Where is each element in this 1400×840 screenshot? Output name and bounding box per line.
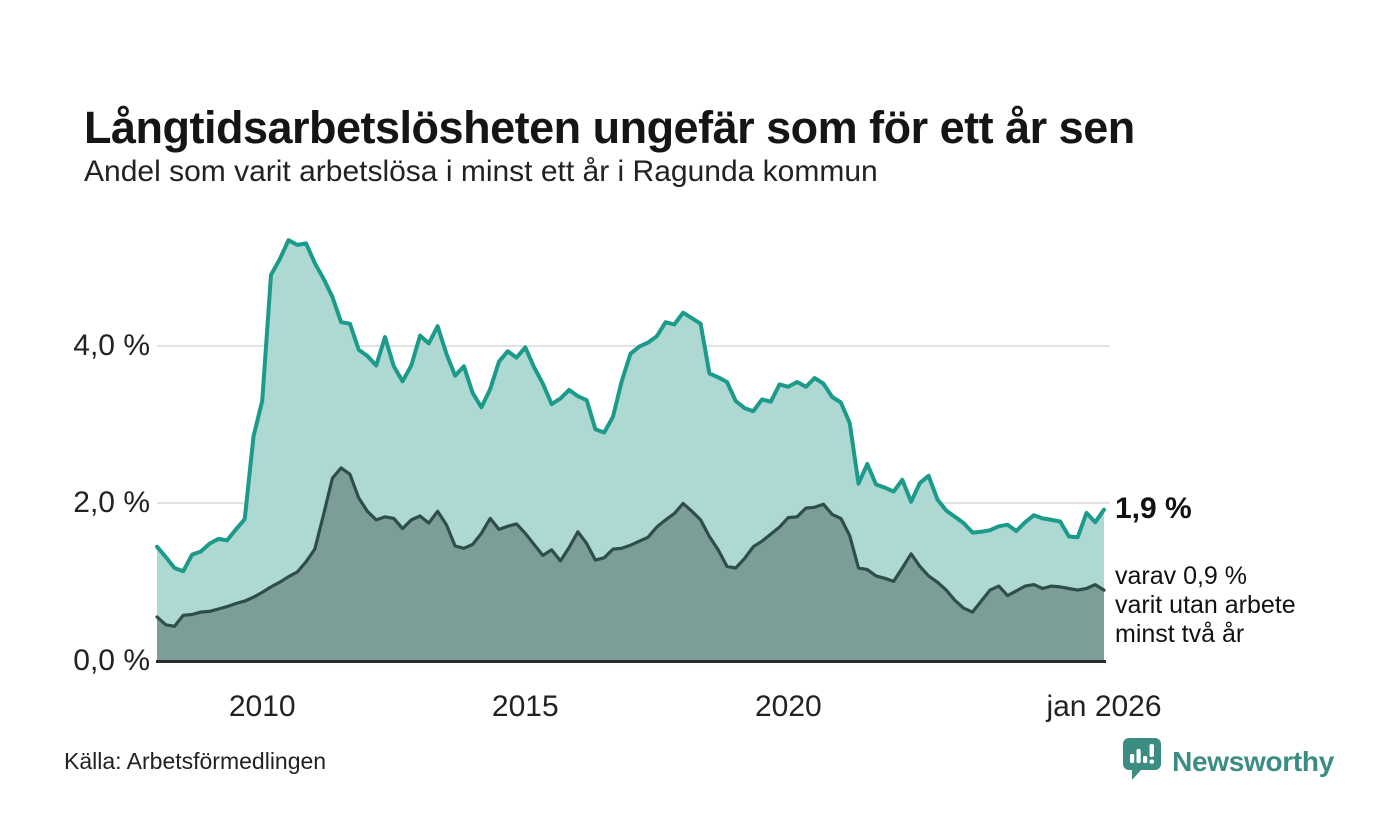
annotation-line: minst två år	[1115, 620, 1245, 648]
x-axis-label: jan 2026	[1046, 690, 1162, 723]
gridline	[157, 344, 1110, 347]
newsworthy-logo: Newsworthy	[1122, 737, 1334, 786]
source-note: Källa: Arbetsförmedlingen	[64, 748, 327, 774]
series-line	[155, 238, 1106, 574]
y-axis-label: 4,0 %	[73, 328, 150, 362]
x-axis-label: 2015	[491, 690, 559, 723]
x-axis-label: 2010	[228, 690, 296, 723]
latest-value-label: 1,9 %	[1115, 492, 1192, 525]
y-axis-label: 2,0 %	[73, 486, 150, 520]
annotation-line: varit utan arbete	[1115, 591, 1296, 619]
latest-value-annotation: varav 0,9 % varit utan arbete minst två …	[1115, 562, 1296, 649]
newsworthy-logo-text: Newsworthy	[1172, 745, 1334, 777]
speech-bubble-bar-chart-icon	[1122, 737, 1162, 786]
series-line	[155, 466, 1106, 628]
page-subtitle: Andel som varit arbetslösa i minst ett å…	[84, 155, 878, 188]
annotation-line: varav 0,9 %	[1115, 562, 1248, 590]
area-chart	[155, 238, 1106, 661]
chart-plot-area	[155, 224, 1106, 661]
x-axis-label: 2020	[754, 690, 822, 723]
x-axis-baseline	[156, 660, 1106, 663]
y-axis-label: 0,0 %	[73, 644, 150, 677]
page-title: Långtidsarbetslösheten ungefär som för e…	[84, 102, 1135, 154]
series-area	[157, 467, 1104, 661]
